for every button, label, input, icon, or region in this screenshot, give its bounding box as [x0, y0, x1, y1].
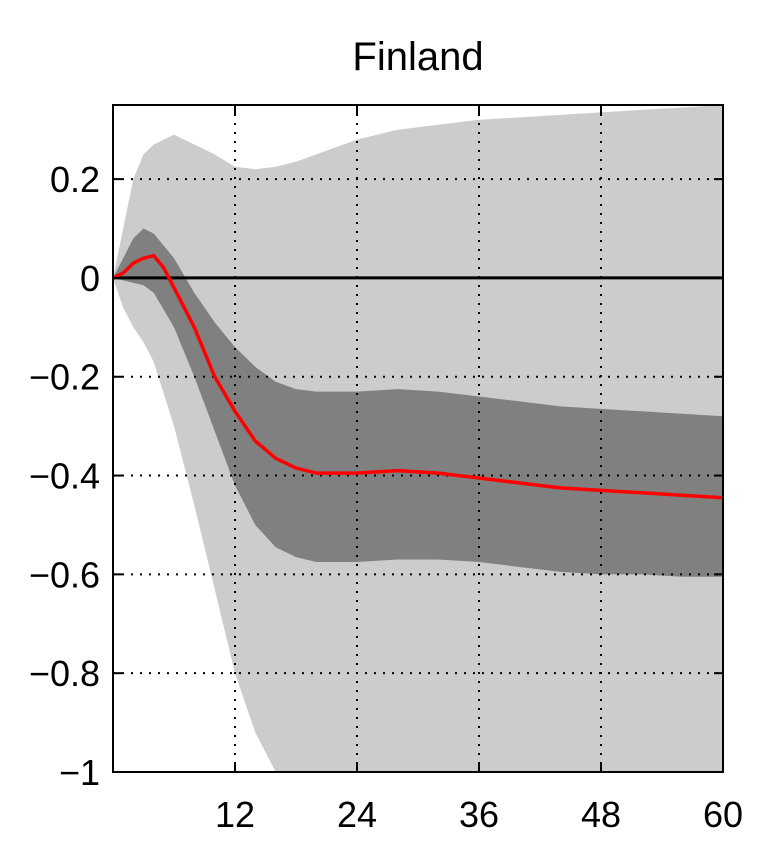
y-tick-label: −0.4 — [29, 456, 100, 497]
y-tick-label: 0 — [80, 258, 100, 299]
x-tick-label: 60 — [703, 794, 743, 835]
x-axis: 12 24 36 48 60 — [215, 105, 743, 835]
y-tick-label: −1 — [59, 752, 100, 793]
y-tick-label: −0.8 — [29, 653, 100, 694]
y-tick-label: 0.2 — [50, 159, 100, 200]
x-tick-label: 48 — [581, 794, 621, 835]
median-response-line — [113, 253, 723, 500]
chart-title: Finland — [352, 35, 483, 79]
x-tick-label: 36 — [459, 794, 499, 835]
grid-lines — [113, 105, 723, 772]
plot-frame — [112, 104, 724, 773]
y-axis: 0.2 0 −0.2 −0.4 −0.6 −0.8 −1 — [29, 159, 723, 793]
x-tick-label: 12 — [215, 794, 255, 835]
y-tick-label: −0.6 — [29, 554, 100, 595]
x-tick-label: 24 — [337, 794, 377, 835]
y-tick-label: −0.2 — [29, 357, 100, 398]
